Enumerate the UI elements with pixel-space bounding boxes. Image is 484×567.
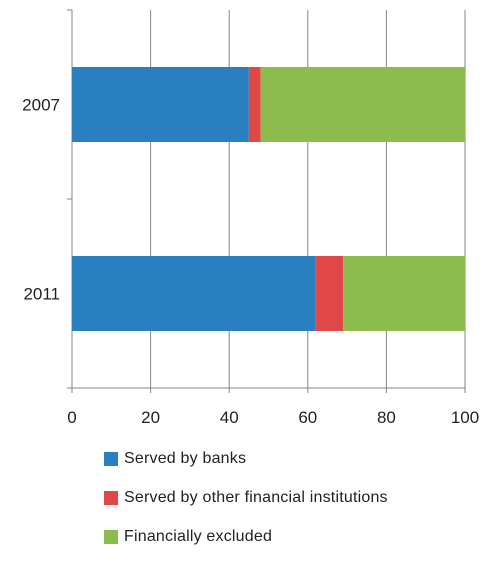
bar-2011-series-2 — [343, 256, 465, 331]
y-category-label-2011: 2011 — [23, 285, 60, 304]
y-category-label-2007: 2007 — [22, 96, 60, 115]
x-tick-label-2: 40 — [220, 408, 239, 427]
x-tick-label-1: 20 — [141, 408, 160, 427]
legend-label-1: Served by other financial institutions — [124, 489, 388, 506]
bar-2007-series-1 — [248, 67, 261, 142]
x-tick-label-4: 80 — [377, 408, 396, 427]
bar-2007-series-0 — [72, 67, 249, 142]
legend-swatch-1 — [104, 491, 118, 505]
legend-label-0: Served by banks — [124, 450, 247, 467]
chart-plot: 0 20 40 60 80 100 2007 2011 — [22, 9, 479, 427]
legend-label-2: Financially excluded — [124, 528, 273, 545]
bar-2011-series-1 — [315, 256, 344, 331]
legend-item-0: Served by banks — [104, 450, 388, 468]
legend-item-2: Financially excluded — [104, 528, 388, 546]
bar-2011-series-0 — [72, 256, 316, 331]
x-tick-label-0: 0 — [67, 408, 76, 427]
legend-swatch-0 — [104, 452, 118, 466]
bar-2007-series-2 — [260, 67, 465, 142]
chart-legend: Served by banks Served by other financial… — [104, 450, 388, 567]
x-tick-label-3: 60 — [298, 408, 317, 427]
legend-item-1: Served by other financial institutions — [104, 489, 388, 507]
x-tick-label-5: 100 — [451, 408, 479, 427]
legend-swatch-2 — [104, 530, 118, 544]
